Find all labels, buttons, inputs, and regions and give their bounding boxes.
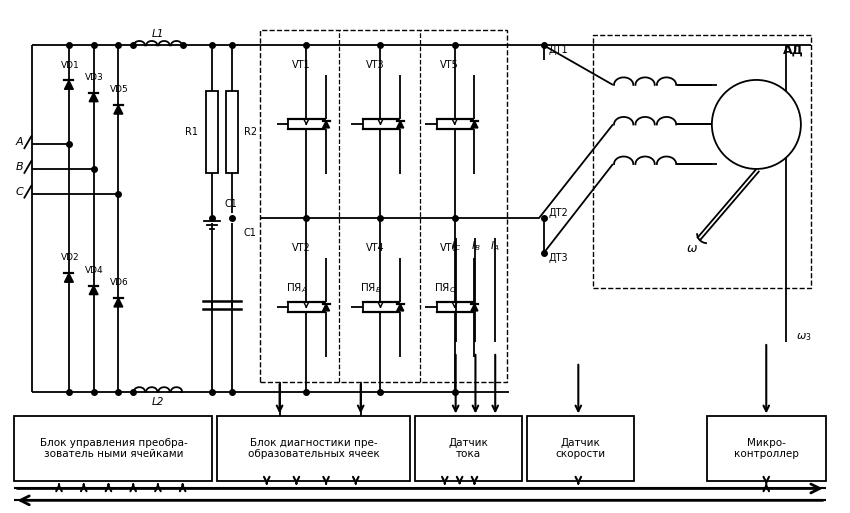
Text: L2: L2 — [152, 398, 164, 407]
Bar — [593, 35, 811, 288]
Bar — [415, 416, 522, 481]
Text: C1: C1 — [244, 228, 257, 238]
Bar — [527, 416, 634, 481]
Text: VD6: VD6 — [110, 278, 128, 287]
Text: VD1: VD1 — [60, 61, 79, 70]
Polygon shape — [89, 286, 98, 294]
Text: АД: АД — [783, 44, 803, 57]
Polygon shape — [397, 121, 404, 128]
Text: R1: R1 — [185, 127, 199, 137]
Text: VD2: VD2 — [60, 253, 79, 263]
Text: VT2: VT2 — [292, 243, 311, 253]
Polygon shape — [65, 273, 73, 282]
Polygon shape — [397, 304, 404, 311]
Text: VT5: VT5 — [440, 60, 459, 70]
Text: C: C — [15, 187, 23, 196]
Text: ПЯ$_A$: ПЯ$_A$ — [286, 281, 307, 294]
Polygon shape — [471, 304, 478, 311]
Bar — [226, 91, 238, 173]
Bar — [260, 30, 507, 382]
Text: Блок управления преобра-
зователь ными ячейками: Блок управления преобра- зователь ными я… — [40, 438, 187, 459]
Text: VT6: VT6 — [440, 243, 459, 253]
Polygon shape — [65, 81, 73, 89]
Text: ПЯ$_B$: ПЯ$_B$ — [360, 281, 382, 294]
Text: VD5: VD5 — [110, 85, 128, 94]
Polygon shape — [471, 121, 478, 128]
Text: VT4: VT4 — [366, 243, 385, 253]
Text: B: B — [15, 162, 23, 172]
Polygon shape — [89, 93, 98, 102]
Polygon shape — [114, 298, 122, 307]
Text: ПЯ$_C$: ПЯ$_C$ — [434, 281, 456, 294]
Text: R2: R2 — [244, 127, 257, 137]
Text: Микро-
контроллер: Микро- контроллер — [734, 438, 799, 459]
Text: L1: L1 — [152, 29, 164, 40]
Text: $I_A$: $I_A$ — [490, 239, 500, 253]
Text: Датчик
тока: Датчик тока — [449, 438, 489, 459]
Text: ДТ2: ДТ2 — [548, 208, 569, 219]
Text: ω: ω — [687, 242, 697, 254]
Bar — [207, 91, 218, 173]
Text: ДТ1: ДТ1 — [548, 45, 569, 55]
Text: $I_C$: $I_C$ — [450, 239, 461, 253]
Bar — [14, 416, 212, 481]
Text: Датчик
скорости: Датчик скорости — [555, 438, 605, 459]
Text: $ω_3$: $ω_3$ — [796, 331, 812, 343]
Text: Блок диагностики пре-
образовательных ячеек: Блок диагностики пре- образовательных яч… — [248, 438, 380, 459]
Bar — [218, 416, 411, 481]
Text: VT1: VT1 — [292, 60, 310, 70]
Text: C1: C1 — [224, 199, 237, 209]
Polygon shape — [114, 105, 122, 114]
Text: A: A — [15, 137, 23, 147]
Text: $I_B$: $I_B$ — [471, 239, 480, 253]
Text: VD4: VD4 — [85, 266, 104, 275]
Text: VT3: VT3 — [366, 60, 385, 70]
Circle shape — [711, 80, 801, 169]
Text: ДТ3: ДТ3 — [548, 253, 569, 263]
Polygon shape — [323, 304, 330, 311]
Text: VD3: VD3 — [85, 73, 104, 82]
Bar — [707, 416, 825, 481]
Polygon shape — [323, 121, 330, 128]
